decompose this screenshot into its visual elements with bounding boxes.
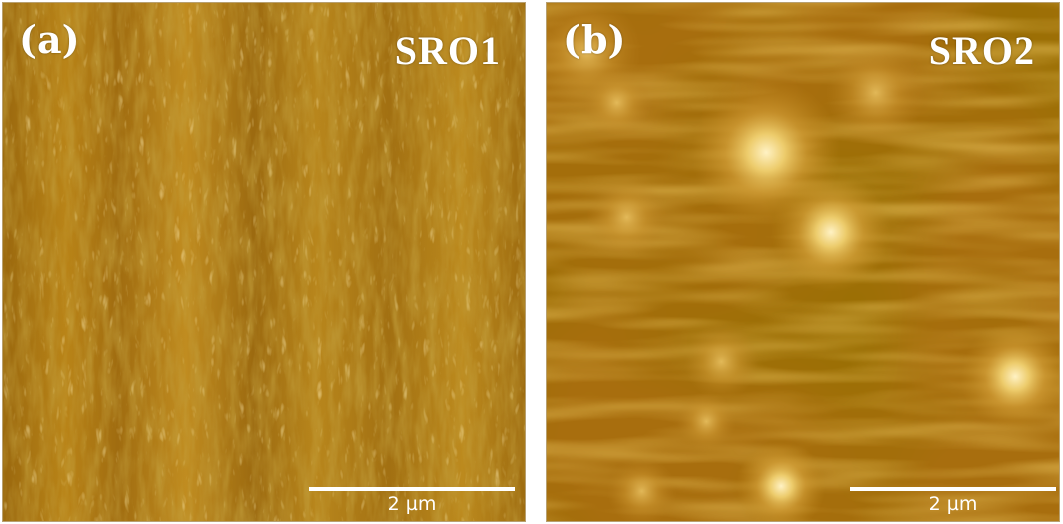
scale-bar-line-b [850, 487, 1056, 491]
scale-bar-a: 2 µm [309, 487, 515, 515]
scale-bar-label-a: 2 µm [387, 493, 437, 515]
scale-bar-line-a [309, 487, 515, 491]
scale-bar-b: 2 µm [850, 487, 1056, 515]
afm-image-sro1: (a) SRO1 2 µm [2, 2, 526, 522]
afm-texture-sro2 [547, 3, 1059, 521]
panel-b-label: (b) [563, 17, 626, 62]
afm-image-sro2: (b) SRO2 2 µm [546, 2, 1060, 522]
afm-texture-sro1 [3, 3, 525, 521]
panel-b-sample-name: SRO2 [928, 28, 1035, 73]
panel-a-sample-name: SRO1 [394, 28, 501, 73]
panel-a-label: (a) [19, 17, 80, 62]
scale-bar-label-b: 2 µm [928, 493, 978, 515]
